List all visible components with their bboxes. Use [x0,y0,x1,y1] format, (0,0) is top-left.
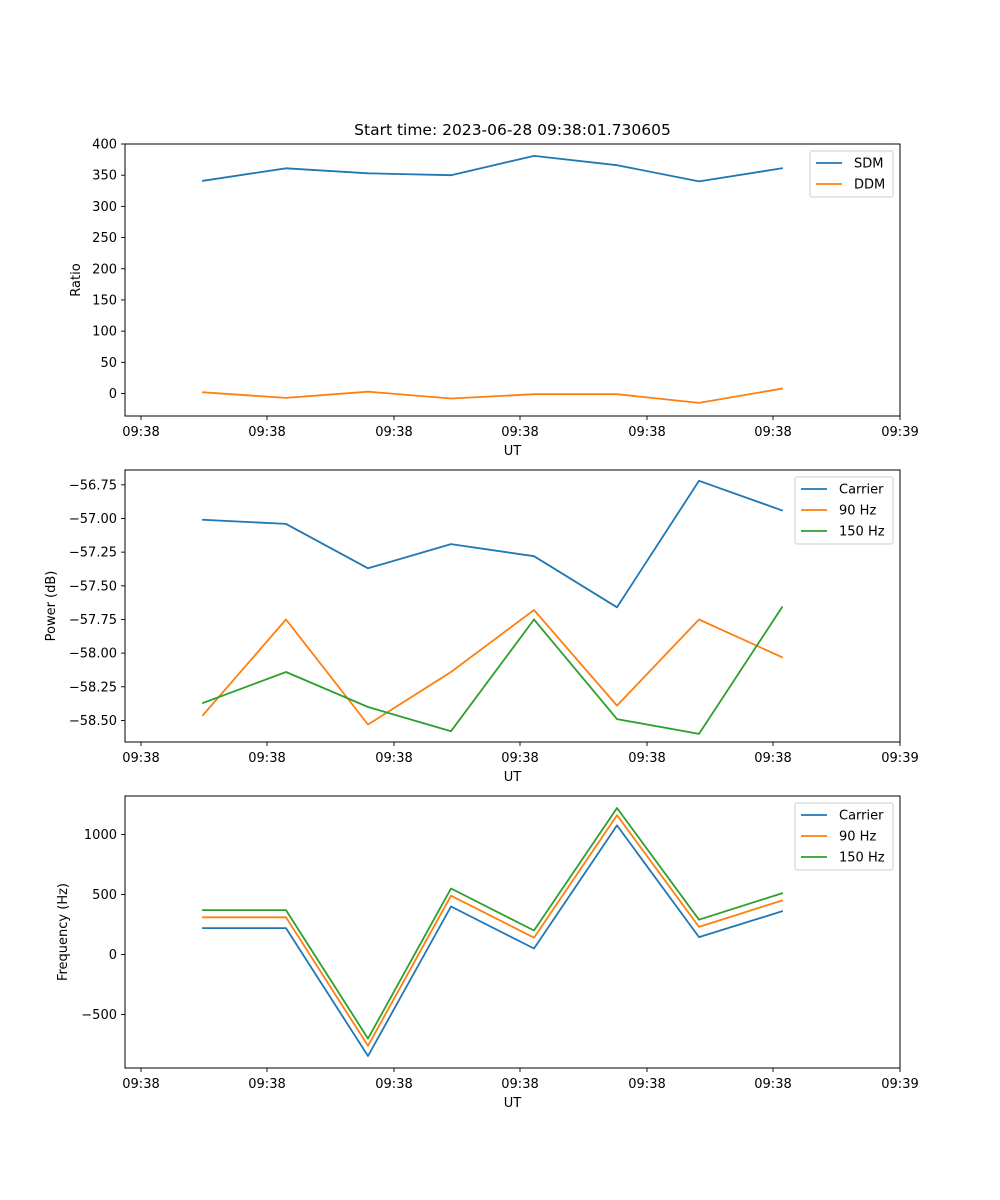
x-tick-label: 09:38 [375,1077,412,1092]
x-tick-label: 09:38 [628,425,665,440]
series-line-90-hz [201,609,784,726]
x-tick-label: 09:39 [881,751,918,766]
x-tick-label: 09:38 [501,751,538,766]
series-line-carrier [202,479,784,609]
y-tick-label: 500 [92,888,117,903]
y-tick-label: −500 [81,1008,117,1023]
x-tick-label: 09:38 [248,425,285,440]
x-tick-label: 09:38 [122,751,159,766]
y-tick-label: −58.00 [69,647,117,662]
legend: Carrier 90 Hz 150 Hz [794,802,894,871]
x-tick-label: 09:38 [122,425,159,440]
x-tick-label: 09:39 [881,425,918,440]
y-tick-label: 0 [109,387,117,402]
y-tick-label: −57.75 [69,613,117,628]
y-tick-label: 150 [92,293,117,308]
legend-label: 90 Hz [839,830,876,845]
panel-2: 09:38 09:38 09:38 09:38 09:38 09:38 09:39 −58.5… [44,469,919,785]
panel-1: 09:38 09:38 09:38 09:38 09:38 09:38 09:39 0 50 10… [69,121,919,459]
series-line-carrier [202,824,784,1057]
legend-label: Carrier [839,809,884,824]
x-tick-label: 09:38 [754,425,791,440]
x-tick-label: 09:38 [501,425,538,440]
y-tick-label: 250 [92,231,117,246]
plot-area-frame [124,469,901,743]
y-tick-label: −58.25 [69,680,117,695]
x-axis-label: UT [504,444,522,459]
x-tick-label: 09:38 [375,425,412,440]
y-tick-label: 0 [109,948,117,963]
panel-3: 09:38 09:38 09:38 09:38 09:38 09:38 09:39 −500 0… [56,795,919,1111]
y-axis-label: Ratio [69,263,84,296]
plot-area-frame [124,795,901,1069]
legend: Carrier 90 Hz 150 Hz [794,476,894,545]
series-line-150-hz [202,807,784,1040]
x-tick-label: 09:38 [754,1077,791,1092]
legend-label: 150 Hz [839,525,885,540]
x-tick-label: 09:38 [375,751,412,766]
y-tick-label: 300 [92,200,117,215]
y-tick-label: −58.50 [69,714,117,729]
x-tick-label: 09:39 [881,1077,918,1092]
legend-label: SDM [854,157,883,172]
series-line-90-hz [202,814,784,1047]
y-tick-label: 50 [100,356,117,371]
x-tick-label: 09:38 [628,1077,665,1092]
y-axis-label: Power (dB) [44,571,59,642]
y-tick-label: −56.75 [69,478,117,493]
legend-label: 150 Hz [839,851,885,866]
legend-box [794,476,894,545]
x-axis-label: UT [504,770,522,785]
legend-label: 90 Hz [839,504,876,519]
y-tick-label: −57.00 [69,512,117,527]
legend-label: Carrier [839,483,884,498]
x-tick-label: 09:38 [122,1077,159,1092]
legend-box [794,802,894,871]
legend: SDM DDM [809,150,894,198]
y-tick-label: 1000 [84,828,117,843]
series-line-sdm [201,154,784,183]
legend-label: DDM [854,178,885,193]
y-tick-label: −57.25 [69,546,117,561]
chart-title: Start time: 2023-06-28 09:38:01.730605 [354,121,671,139]
y-tick-label: 200 [92,262,117,277]
y-tick-label: 350 [92,169,117,184]
plot-area-frame [124,143,901,417]
x-tick-label: 09:38 [754,751,791,766]
x-tick-label: 09:38 [248,751,285,766]
x-tick-label: 09:38 [248,1077,285,1092]
series-line-150-hz [201,606,784,735]
series-line-ddm [202,387,784,404]
y-tick-label: −57.50 [69,579,117,594]
x-tick-label: 09:38 [628,751,665,766]
y-tick-label: 100 [92,325,117,340]
x-tick-label: 09:38 [501,1077,538,1092]
x-axis-label: UT [504,1096,522,1111]
y-axis-label: Frequency (Hz) [56,883,71,981]
y-tick-label: 400 [92,138,117,153]
